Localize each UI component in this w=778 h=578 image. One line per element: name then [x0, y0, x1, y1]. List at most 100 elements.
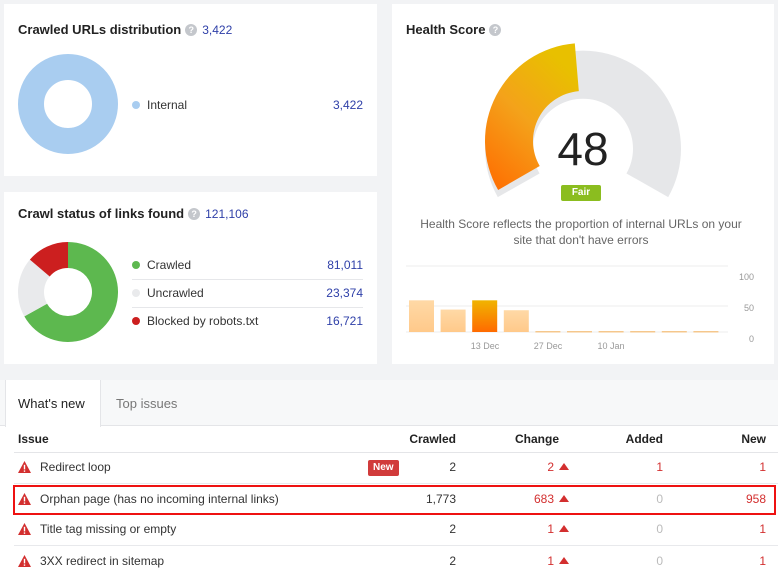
- arrow-up-icon: [559, 495, 569, 502]
- help-icon[interactable]: ?: [489, 24, 502, 36]
- arrow-up-icon: [559, 463, 569, 470]
- crawled-donut-chart: [18, 54, 118, 154]
- change-value[interactable]: 1: [547, 522, 569, 536]
- table-row[interactable]: Orphan page (has no incoming internal li…: [0, 484, 778, 516]
- tab-top-issues[interactable]: Top issues: [116, 396, 178, 411]
- health-description: Health Score reflects the proportion of …: [420, 217, 742, 247]
- health-score-card: Health Score? 48 Fair Health Score refle…: [392, 4, 774, 364]
- y-tick-0: 0: [749, 334, 754, 344]
- added-value[interactable]: 0: [656, 522, 663, 536]
- history-bar[interactable]: [409, 300, 434, 332]
- warning-icon: [18, 493, 31, 505]
- crawled-value[interactable]: 2: [449, 554, 456, 568]
- crawl-status-donut-chart: [18, 242, 118, 342]
- crawled-value[interactable]: 1,773: [425, 492, 456, 506]
- change-value[interactable]: 1: [547, 554, 569, 568]
- history-bar[interactable]: [472, 300, 498, 332]
- column-header-change[interactable]: Change: [514, 432, 559, 446]
- crawled-value[interactable]: 2: [449, 460, 456, 474]
- row-highlight-frame: [13, 485, 776, 515]
- added-value[interactable]: 0: [656, 492, 663, 506]
- arrow-up-icon: [559, 525, 569, 532]
- gauge-fill: [485, 43, 579, 190]
- legend-value[interactable]: 3,422: [332, 98, 363, 112]
- table-row[interactable]: Redirect loop New 2 2 1 1: [0, 452, 778, 484]
- health-status-badge: Fair: [561, 185, 601, 201]
- crawl-status-legend: Crawled 81,011 Uncrawled 23,374 Blocked …: [132, 251, 363, 335]
- legend-dot: [132, 289, 140, 297]
- tab-whats-new-bg: [5, 380, 101, 427]
- legend-value[interactable]: 23,374: [326, 286, 363, 300]
- donut-slice-internal[interactable]: [18, 54, 118, 154]
- new-badge: New: [368, 460, 399, 476]
- links-count[interactable]: 121,106: [205, 207, 249, 221]
- crawled-legend: Internal 3,422: [132, 91, 363, 119]
- history-bar-empty[interactable]: [661, 331, 687, 333]
- x-tick-13-dec: 13 Dec: [471, 341, 500, 351]
- column-header-crawled[interactable]: Crawled: [409, 432, 456, 446]
- issue-name[interactable]: Orphan page (has no incoming internal li…: [40, 492, 279, 506]
- new-value[interactable]: 1: [759, 460, 766, 474]
- legend-dot: [132, 101, 140, 109]
- issue-name[interactable]: Redirect loop: [40, 460, 111, 474]
- card-title: Health Score?: [406, 22, 502, 37]
- legend-item-crawled[interactable]: Crawled 81,011: [132, 251, 363, 279]
- donut-slice-crawled[interactable]: [24, 242, 118, 342]
- donut-slice-blocked-by-robots-txt[interactable]: [29, 242, 68, 277]
- legend-item-blocked[interactable]: Blocked by robots.txt 16,721: [132, 307, 363, 335]
- help-icon[interactable]: ?: [188, 208, 201, 220]
- issue-name[interactable]: 3XX redirect in sitemap: [40, 554, 165, 568]
- legend-divider: [132, 307, 363, 308]
- table-row[interactable]: Title tag missing or empty 2 1 0 1: [0, 514, 778, 546]
- column-header-new[interactable]: New: [741, 432, 766, 446]
- card-title: Crawled URLs distribution? 3,422: [18, 22, 233, 37]
- y-tick-100: 100: [739, 272, 754, 282]
- warning-icon: [18, 523, 31, 535]
- health-history-chart: 100 50 0 13 Dec 27 Dec 10 Jan: [406, 265, 754, 351]
- warning-icon: [18, 461, 31, 473]
- legend-dot: [132, 317, 140, 325]
- x-tick-10-jan: 10 Jan: [597, 341, 624, 351]
- crawled-urls-card: Crawled URLs distribution? 3,422 Internal…: [4, 4, 377, 176]
- table-row[interactable]: 3XX redirect in sitemap 2 1 0 1: [0, 546, 778, 578]
- arrow-up-icon: [559, 557, 569, 564]
- history-bar-empty[interactable]: [693, 331, 719, 333]
- crawled-count[interactable]: 3,422: [202, 23, 233, 37]
- crawl-status-card: Crawl status of links found? 121,106 Craw…: [4, 192, 377, 364]
- history-bar-empty[interactable]: [535, 331, 561, 333]
- help-icon[interactable]: ?: [185, 24, 198, 36]
- health-gauge: [485, 43, 681, 198]
- tab-whats-new[interactable]: What's new: [18, 396, 85, 411]
- history-bar-empty[interactable]: [567, 331, 592, 333]
- issues-tabs: What's new Top issues: [0, 380, 778, 427]
- donut-slice-uncrawled[interactable]: [18, 259, 50, 317]
- header-divider: [14, 452, 778, 453]
- history-bar[interactable]: [503, 310, 529, 332]
- row-divider: [14, 545, 778, 546]
- change-value[interactable]: 2: [547, 460, 569, 474]
- issue-name[interactable]: Title tag missing or empty: [40, 522, 177, 536]
- card-title: Crawl status of links found? 121,106: [18, 206, 249, 221]
- legend-divider: [132, 279, 363, 280]
- new-value[interactable]: 1: [759, 554, 766, 568]
- legend-item-uncrawled[interactable]: Uncrawled 23,374: [132, 279, 363, 307]
- new-value[interactable]: 1: [759, 522, 766, 536]
- history-bar[interactable]: [440, 309, 466, 332]
- legend-item-internal[interactable]: Internal 3,422: [132, 91, 363, 119]
- history-bar-empty[interactable]: [630, 331, 656, 333]
- legend-value[interactable]: 81,011: [327, 258, 363, 272]
- column-header-added[interactable]: Added: [625, 432, 663, 446]
- added-value[interactable]: 1: [656, 460, 663, 474]
- health-score-value: 48: [557, 123, 609, 175]
- row-divider: [14, 483, 778, 484]
- added-value[interactable]: 0: [656, 554, 663, 568]
- warning-icon: [18, 555, 31, 567]
- column-header-issue[interactable]: Issue: [18, 432, 49, 446]
- change-value[interactable]: 683: [534, 492, 569, 506]
- y-tick-50: 50: [744, 303, 754, 313]
- legend-dot: [132, 261, 140, 269]
- crawled-value[interactable]: 2: [449, 522, 456, 536]
- legend-value[interactable]: 16,721: [326, 314, 363, 328]
- new-value[interactable]: 958: [745, 492, 766, 506]
- history-bar-empty[interactable]: [598, 331, 624, 333]
